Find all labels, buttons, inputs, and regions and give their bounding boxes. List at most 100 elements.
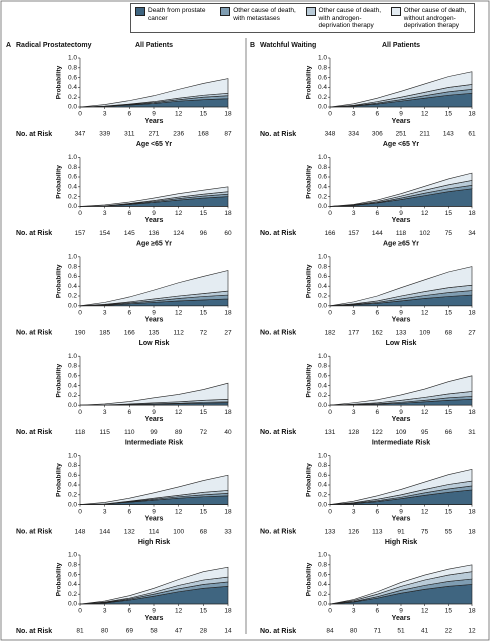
y-tick-label: 0.4	[318, 184, 327, 191]
y-tick-label: 1.0	[318, 353, 327, 360]
at-risk-value: 55	[445, 528, 453, 535]
y-tick-label: 0.2	[68, 591, 77, 598]
y-tick-label: 0.8	[68, 263, 77, 270]
at-risk-value: 81	[76, 628, 84, 635]
area	[329, 266, 473, 307]
x-axis-label: Years	[145, 615, 164, 622]
at-risk-value: 154	[99, 230, 110, 237]
x-tick-label: 3	[352, 409, 356, 416]
y-tick-label: 0.4	[68, 482, 77, 489]
at-risk-value: 34	[468, 230, 476, 237]
x-tick-label: 3	[352, 111, 356, 118]
y-axis-label: Probability	[306, 264, 313, 298]
at-risk-value: 27	[224, 330, 232, 337]
x-tick-label: 3	[103, 409, 107, 416]
y-tick-label: 1.0	[318, 254, 327, 261]
x-tick-label: 9	[399, 409, 403, 416]
at-risk-value: 68	[200, 528, 208, 535]
legend: Death from prostate cancer Other cause of…	[130, 3, 475, 33]
x-tick-label: 18	[468, 310, 476, 317]
at-risk-value: 166	[124, 330, 135, 337]
y-tick-label: 0.6	[318, 74, 327, 81]
legend-swatch	[135, 7, 145, 16]
x-tick-label: 12	[175, 310, 183, 317]
area	[79, 78, 229, 108]
x-tick-label: 18	[224, 111, 232, 118]
y-tick-label: 0.0	[68, 104, 77, 111]
at-risk-value: 41	[421, 628, 429, 635]
x-tick-label: 12	[175, 210, 183, 217]
at-risk-value: 148	[75, 528, 86, 535]
chart-title: Age <65 Yr	[383, 141, 420, 148]
y-tick-label: 0.6	[68, 74, 77, 81]
y-axis-label: Probability	[306, 463, 313, 497]
x-tick-label: 15	[445, 409, 453, 416]
at-risk-value: 157	[348, 230, 359, 237]
y-tick-label: 1.0	[68, 552, 77, 559]
x-tick-label: 6	[128, 608, 132, 615]
area	[329, 468, 473, 505]
legend-label: Other cause of death, without androgen-d…	[403, 7, 467, 29]
y-tick-label: 0.2	[318, 591, 327, 598]
legend-label: Other cause of death, with metastases	[233, 7, 296, 22]
at-risk-value: 118	[75, 429, 86, 436]
y-tick-label: 1.0	[68, 154, 77, 161]
x-tick-label: 18	[468, 111, 476, 118]
at-risk-value: 143	[443, 131, 454, 138]
at-risk-value: 27	[468, 330, 476, 337]
y-tick-label: 1.0	[68, 254, 77, 261]
chart-title: High Risk	[385, 539, 417, 546]
x-tick-label: 0	[78, 210, 82, 217]
y-axis-label: Probability	[56, 264, 63, 298]
at-risk-value: 72	[200, 330, 208, 337]
area	[79, 186, 229, 207]
y-tick-label: 0.4	[68, 581, 77, 588]
at-risk-value: 348	[325, 131, 336, 138]
at-risk-value: 131	[325, 429, 336, 436]
chart-title: Intermediate Risk	[372, 439, 430, 446]
x-tick-label: 6	[128, 310, 132, 317]
at-risk-value: 166	[325, 230, 336, 237]
at-risk-label: No. at Risk	[16, 528, 52, 535]
x-tick-label: 6	[128, 508, 132, 515]
y-tick-label: 0.4	[318, 482, 327, 489]
at-risk-value: 75	[421, 528, 429, 535]
x-axis-label: Years	[392, 515, 411, 522]
y-tick-label: 0.2	[318, 492, 327, 499]
y-tick-label: 0.8	[318, 263, 327, 270]
x-tick-label: 0	[328, 508, 332, 515]
x-tick-label: 3	[103, 310, 107, 317]
x-tick-label: 9	[152, 310, 156, 317]
y-tick-label: 0.2	[68, 392, 77, 399]
y-tick-label: 0.0	[318, 303, 327, 310]
y-axis-label: Probability	[56, 562, 63, 596]
at-risk-value: 22	[445, 628, 453, 635]
chart-title: Intermediate Risk	[125, 439, 183, 446]
at-risk-label: No. at Risk	[16, 131, 52, 138]
y-tick-label: 1.0	[68, 452, 77, 459]
at-risk-value: 95	[421, 429, 429, 436]
at-risk-value: 132	[124, 528, 135, 535]
x-tick-label: 6	[376, 608, 380, 615]
at-risk-value: 69	[126, 628, 134, 635]
x-axis-label: Years	[392, 217, 411, 224]
x-tick-label: 0	[78, 508, 82, 515]
x-tick-label: 18	[468, 210, 476, 217]
x-axis-label: Years	[145, 118, 164, 125]
at-risk-value: 75	[445, 230, 453, 237]
y-tick-label: 0.4	[68, 382, 77, 389]
at-risk-value: 66	[445, 429, 453, 436]
at-risk-value: 126	[348, 528, 359, 535]
at-risk-value: 28	[200, 628, 208, 635]
at-risk-value: 311	[124, 131, 135, 138]
x-tick-label: 0	[328, 210, 332, 217]
panel-group: Radical Prostatectomy	[16, 42, 92, 49]
x-axis-label: Years	[392, 416, 411, 423]
at-risk-label: No. at Risk	[260, 131, 296, 138]
x-tick-label: 3	[103, 111, 107, 118]
x-tick-label: 6	[376, 210, 380, 217]
x-tick-label: 12	[175, 508, 183, 515]
at-risk-value: 99	[150, 429, 158, 436]
y-tick-label: 0.8	[68, 164, 77, 171]
